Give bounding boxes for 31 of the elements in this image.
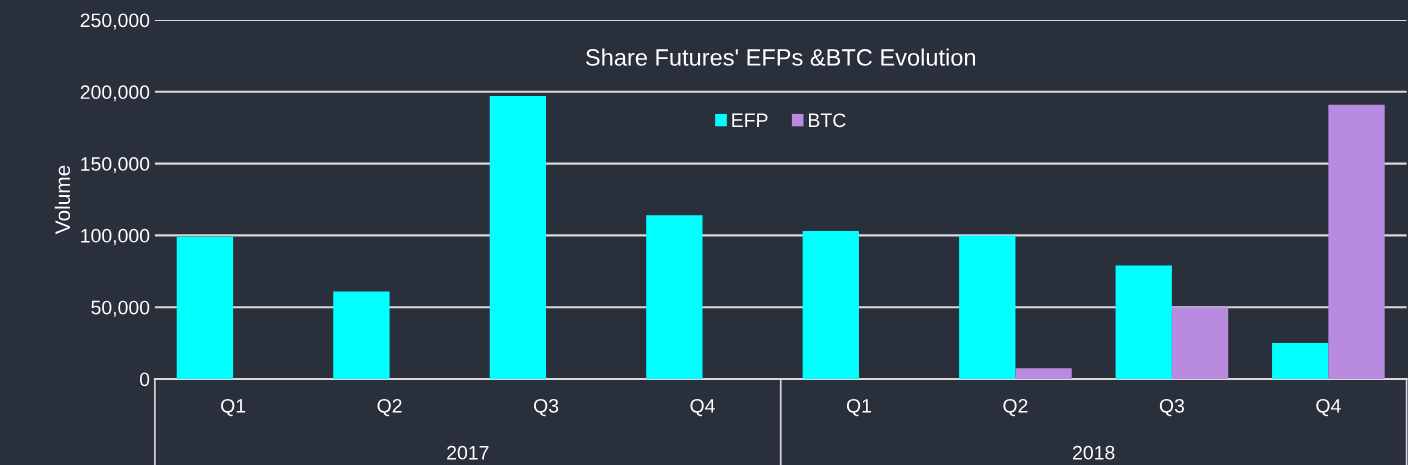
text: Share Futures' EFPs &BTC Evolution	[586, 48, 976, 66]
x-tick-label: Q1	[846, 398, 871, 417]
bar	[1328, 104, 1385, 379]
x-tick-label: Q4	[1316, 398, 1341, 417]
y-axis-title: Volume	[54, 165, 71, 235]
x-tick-label: Q3	[1159, 398, 1185, 417]
text: 2018	[1073, 445, 1115, 460]
x-tick-label: Q3	[533, 398, 559, 417]
bar	[333, 291, 390, 379]
y-tick-label: 200,000	[80, 85, 150, 102]
legend-label: EFP	[732, 113, 768, 127]
bar	[646, 215, 703, 379]
legend-label: BTC	[809, 113, 846, 128]
x-tick-label: Q2	[377, 398, 402, 417]
bar	[176, 236, 234, 379]
y-tick-label: 50,000	[91, 300, 150, 317]
bar	[959, 235, 1016, 379]
x-tick-label: Q4	[690, 398, 715, 417]
bar	[489, 96, 547, 379]
y-tick-label: 150,000	[81, 157, 150, 174]
bar	[1272, 343, 1329, 379]
x-tick-label: Q2	[1003, 398, 1028, 417]
text: 2017	[447, 445, 489, 460]
bar	[802, 231, 859, 379]
y-tick-label: 100,000	[81, 228, 150, 245]
x-tick-label: Q1	[221, 398, 246, 417]
bar	[1115, 265, 1172, 379]
bar	[1171, 307, 1229, 379]
y-tick-label: 0	[139, 372, 150, 387]
y-tick-label: 250,000	[80, 13, 150, 30]
bar	[1015, 368, 1072, 379]
